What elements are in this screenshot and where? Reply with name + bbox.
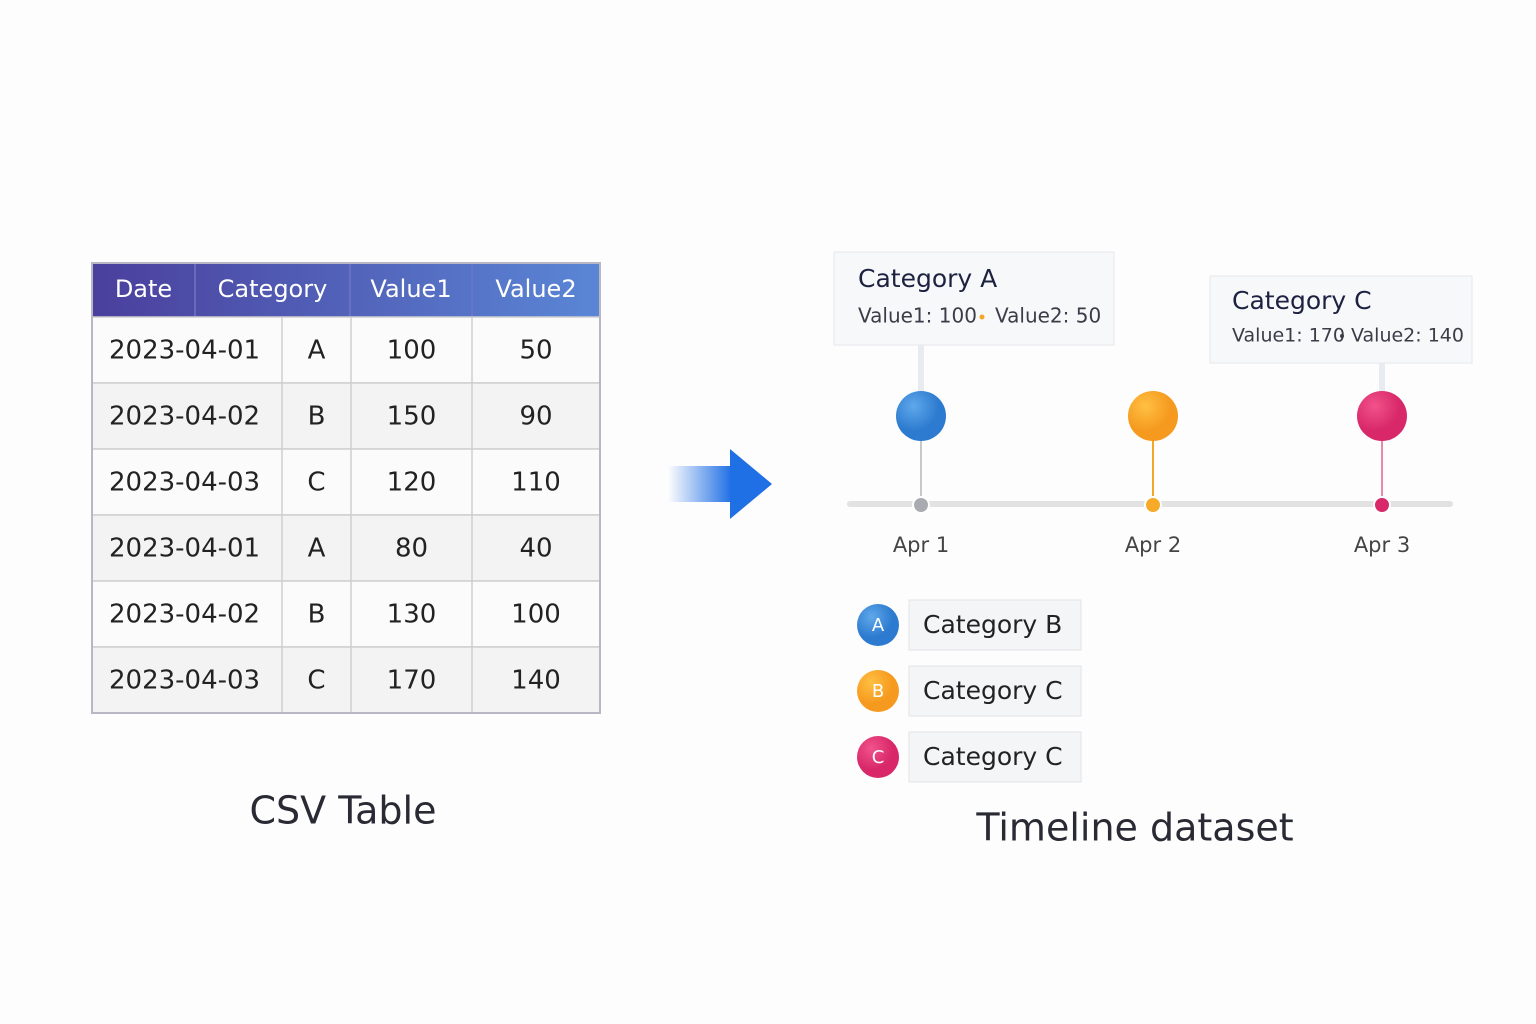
table-cell: 2023-04-02 xyxy=(109,402,260,432)
table-cell: 130 xyxy=(387,600,437,630)
table-cell: A xyxy=(308,534,326,564)
table-cell: 2023-04-01 xyxy=(109,336,260,366)
timeline-caption: Timeline dataset xyxy=(975,806,1293,850)
timeline: Category A Value1: 100 Value2: 50 Catego… xyxy=(833,251,1473,557)
table-cell: B xyxy=(308,600,326,630)
legend-box xyxy=(908,665,1082,717)
callout-title: Category A xyxy=(858,264,997,293)
header-cell: Date xyxy=(115,275,172,303)
date-label: Apr 3 xyxy=(1354,533,1410,557)
table-cell: 170 xyxy=(387,666,437,696)
legend-badge-letter: C xyxy=(872,747,885,768)
table-cell: 120 xyxy=(387,468,437,498)
table-cell: 140 xyxy=(511,666,561,696)
table-caption: CSV Table xyxy=(250,789,437,833)
table-row xyxy=(91,448,601,516)
table-row xyxy=(91,514,601,582)
callout-value: Value2: 140 xyxy=(1351,325,1464,347)
legend-badge-letter: A xyxy=(872,615,885,636)
table-cell: A xyxy=(308,336,326,366)
table-cell: 2023-04-02 xyxy=(109,600,260,630)
legend: A Category B B Category C C Category C xyxy=(857,599,1082,783)
csv-table: Date Category Value1 Value2 2023-04-01 A 100 50… xyxy=(91,262,601,714)
legend-label: Category B xyxy=(923,610,1062,639)
table-cell: 110 xyxy=(511,468,561,498)
table-cell: C xyxy=(307,666,325,696)
table-cell: B xyxy=(308,402,326,432)
header-cell: Value2 xyxy=(495,275,576,303)
legend-label: Category C xyxy=(923,742,1063,771)
table-cell: C xyxy=(307,468,325,498)
table-cell: 2023-04-03 xyxy=(109,666,260,696)
callout-value: Value2: 50 xyxy=(995,304,1101,328)
table-header xyxy=(92,263,600,317)
legend-box xyxy=(908,731,1082,783)
table-cell: 50 xyxy=(519,336,552,366)
table-cell: 40 xyxy=(519,534,552,564)
arrow xyxy=(668,449,772,519)
callout-value: Value1: 170 xyxy=(1232,325,1345,347)
table-cell: 150 xyxy=(387,402,437,432)
header-cell: Value1 xyxy=(370,275,451,303)
header-cell: Category xyxy=(218,275,328,303)
legend-badge xyxy=(857,736,899,778)
table-cell: 100 xyxy=(387,336,437,366)
legend-box xyxy=(908,599,1082,651)
legend-badge xyxy=(857,604,899,646)
table-cell: 2023-04-01 xyxy=(109,534,260,564)
legend-label: Category C xyxy=(923,676,1063,705)
table-border xyxy=(91,262,601,714)
legend-badge-letter: B xyxy=(872,681,884,702)
callout-title: Category C xyxy=(1232,286,1372,315)
date-label: Apr 2 xyxy=(1125,533,1181,557)
table-cell: 100 xyxy=(511,600,561,630)
table-cell: 2023-04-03 xyxy=(109,468,260,498)
callout-value: Value1: 100 xyxy=(858,304,977,328)
table-cell: 80 xyxy=(395,534,428,564)
legend-badge xyxy=(857,670,899,712)
table-cell: 90 xyxy=(519,402,552,432)
date-label: Apr 1 xyxy=(893,533,949,557)
